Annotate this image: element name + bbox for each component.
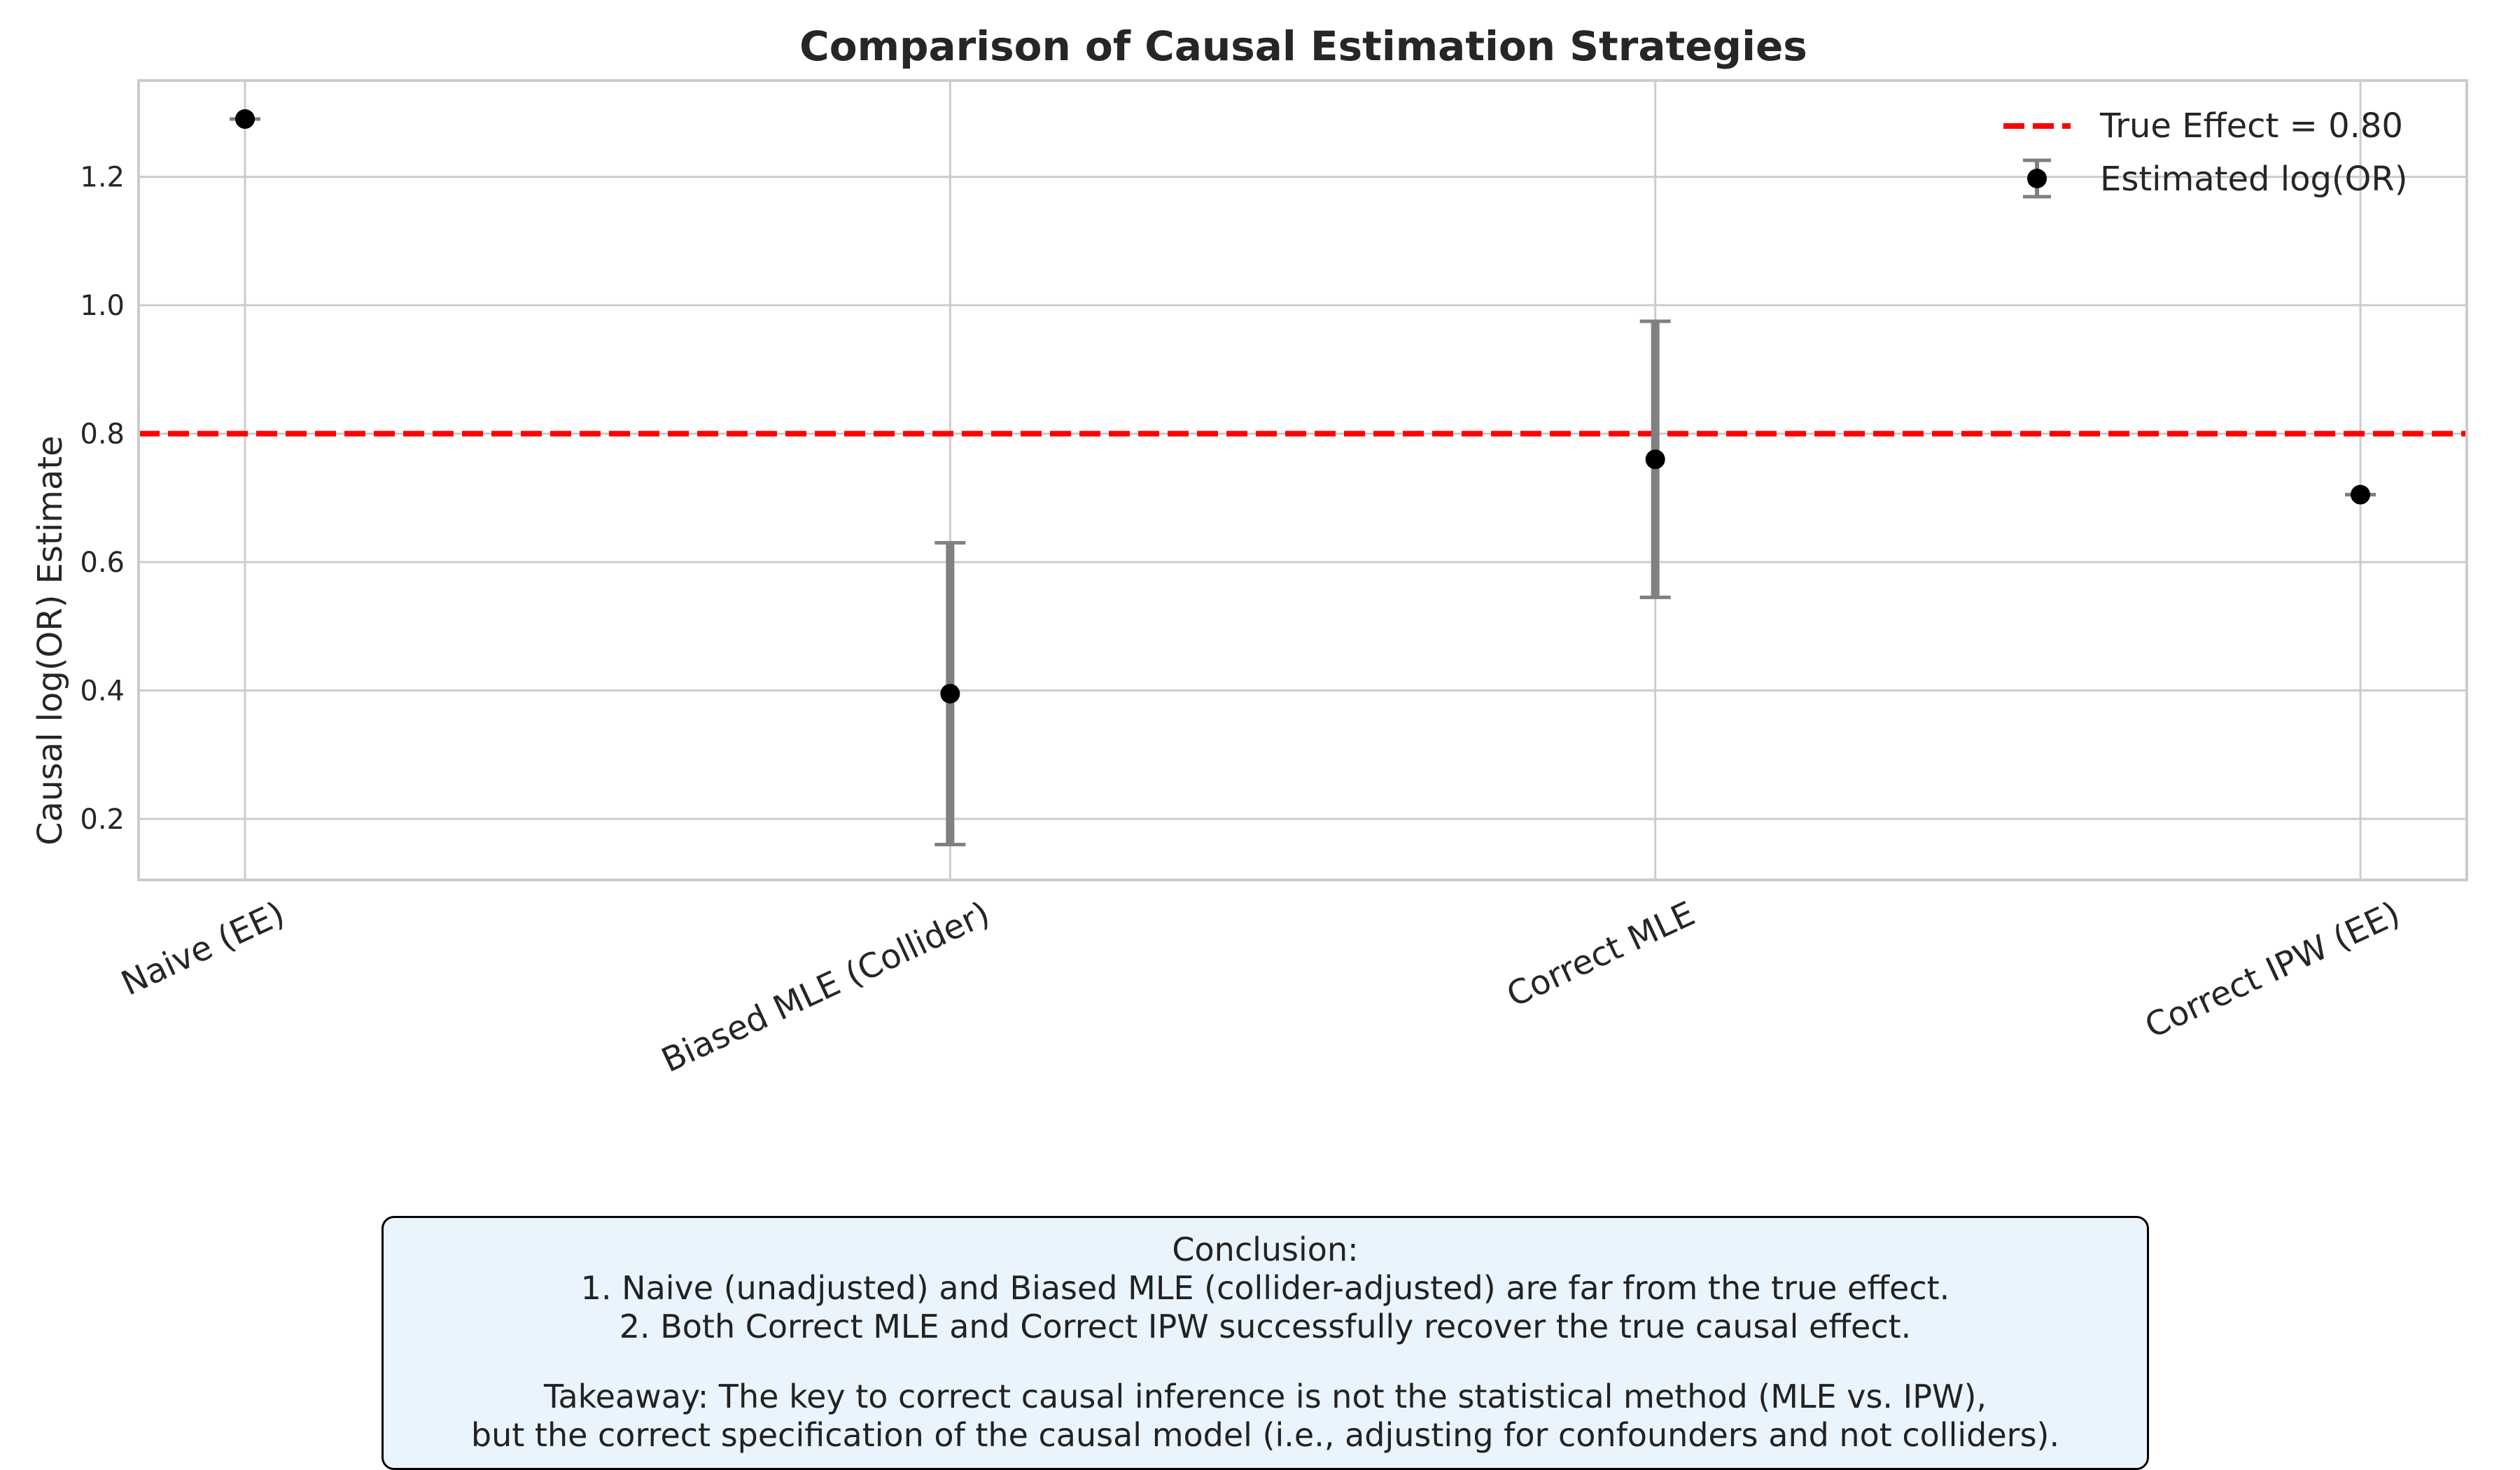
conclusion-box: Conclusion: 1. Naive (unadjusted) and Bi… xyxy=(382,1216,2149,1470)
y-tick-label: 1.0 xyxy=(80,290,125,322)
x-tick-label: Biased MLE (Collider) xyxy=(656,894,996,1080)
conclusion-spacer xyxy=(384,1346,2147,1378)
y-tick-label: 0.6 xyxy=(80,547,125,579)
x-tick-label: Correct IPW (EE) xyxy=(2139,894,2406,1046)
x-tick-label: Correct MLE xyxy=(1501,894,1701,1015)
data-point xyxy=(940,683,960,704)
legend: True Effect = 0.80 Estimated log(OR) xyxy=(2003,106,2408,199)
x-tick-label: Naive (EE) xyxy=(115,894,290,1003)
y-tick-label: 1.2 xyxy=(80,162,125,194)
conclusion-point-1: 1. Naive (unadjusted) and Biased MLE (co… xyxy=(580,1269,1950,1307)
legend-label-true-effect: True Effect = 0.80 xyxy=(2099,106,2403,146)
conclusion-heading: Conclusion: xyxy=(1172,1231,1359,1268)
conclusion-takeaway-1: Takeaway: The key to correct causal infe… xyxy=(543,1378,1987,1415)
y-axis-label: Causal log(OR) Estimate xyxy=(31,435,70,845)
conclusion-takeaway-2: but the correct specification of the cau… xyxy=(470,1416,2060,1454)
conclusion-point-2: 2. Both Correct MLE and Correct IPW succ… xyxy=(619,1308,1912,1345)
data-marks xyxy=(230,109,2376,847)
data-point xyxy=(235,109,255,130)
axes: 0.2 0.4 0.6 0.8 1.0 1.2 Naive (EE) Biased MLE (… xyxy=(80,79,2468,1080)
y-tick-label: 0.8 xyxy=(80,418,125,450)
y-tick-label: 0.4 xyxy=(80,675,125,707)
legend-label-estimate: Estimated log(OR) xyxy=(2100,160,2408,199)
chart-title: Comparison of Causal Estimation Strategi… xyxy=(799,22,1807,70)
plot-frame xyxy=(137,79,2468,881)
legend-swatch-point xyxy=(2027,169,2047,188)
grid xyxy=(139,80,2467,880)
y-tick-label: 0.2 xyxy=(80,804,125,836)
data-point xyxy=(2351,484,2370,505)
data-point xyxy=(1645,449,1665,470)
